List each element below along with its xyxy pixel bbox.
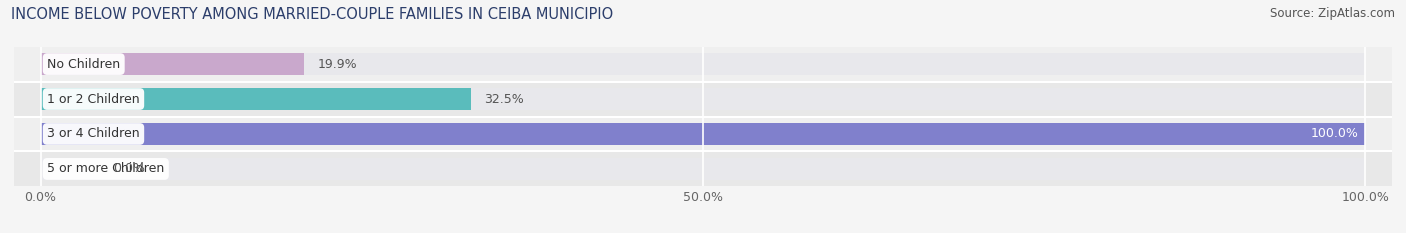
Text: 0.0%: 0.0% bbox=[114, 162, 145, 175]
Text: Source: ZipAtlas.com: Source: ZipAtlas.com bbox=[1270, 7, 1395, 20]
Text: No Children: No Children bbox=[48, 58, 121, 71]
Bar bbox=[14, 82, 1392, 116]
Bar bbox=[41, 88, 1365, 110]
Bar bbox=[41, 53, 1365, 75]
Text: INCOME BELOW POVERTY AMONG MARRIED-COUPLE FAMILIES IN CEIBA MUNICIPIO: INCOME BELOW POVERTY AMONG MARRIED-COUPL… bbox=[11, 7, 613, 22]
Bar bbox=[41, 53, 304, 75]
Bar bbox=[41, 123, 1365, 145]
Bar bbox=[14, 151, 1392, 186]
Bar bbox=[41, 123, 1365, 145]
Text: 1 or 2 Children: 1 or 2 Children bbox=[48, 93, 139, 106]
Text: 19.9%: 19.9% bbox=[318, 58, 357, 71]
Bar bbox=[14, 116, 1392, 151]
Text: 3 or 4 Children: 3 or 4 Children bbox=[48, 127, 139, 140]
Bar bbox=[14, 47, 1392, 82]
Text: 32.5%: 32.5% bbox=[485, 93, 524, 106]
Text: 5 or more Children: 5 or more Children bbox=[48, 162, 165, 175]
Bar bbox=[41, 158, 1365, 180]
Bar bbox=[41, 88, 471, 110]
Text: 100.0%: 100.0% bbox=[1310, 127, 1358, 140]
